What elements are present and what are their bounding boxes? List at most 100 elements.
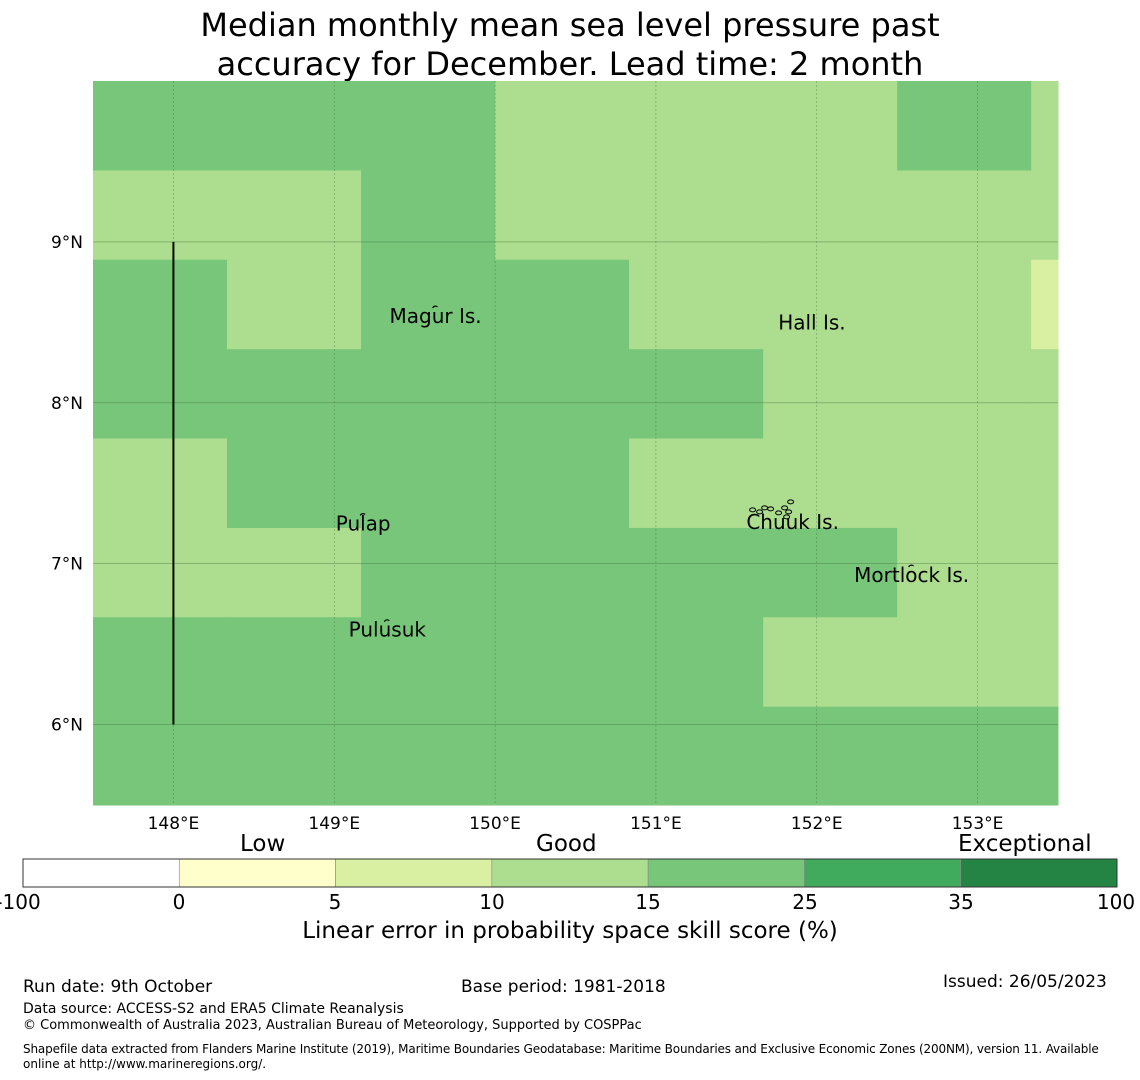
grid-cell [763,81,898,171]
grid-cell [629,259,764,350]
grid-cell [629,438,764,529]
colorbar-swatch [804,858,962,888]
grid-cell [361,438,496,529]
longitude-tick-label: 151°E [630,814,682,834]
grid-cell [1031,349,1059,439]
grid-cell [763,438,898,529]
grid-cell [361,706,496,806]
grid-cell [897,617,1032,708]
grid-cell [93,81,228,171]
grid-cell [897,349,1032,439]
place-label: Pulap [336,511,391,535]
colorbar-swatch [178,858,336,888]
colorbar-label-exceptional: Exceptional [958,831,1092,857]
colorbar-frame [22,858,1118,888]
grid-cell [495,617,630,708]
grid-cell [93,170,228,261]
grid-cell [93,706,228,806]
copyright: © Commonwealth of Australia 2023, Austra… [23,1018,642,1033]
grid-cell [361,349,496,439]
latitude-tick-label: 6°N [51,716,83,736]
colorbar-tick: 100 [1096,890,1136,914]
grid-cell [361,527,496,618]
grid-cell [226,170,362,261]
island-outline [908,564,914,568]
grid-cell [629,527,764,618]
title-line-2: accuracy for December. Lead time: 2 mont… [216,45,924,83]
colorbar [22,858,1118,888]
issued-date: Issued: 26/05/2023 [943,972,1107,992]
grid-cell [1031,81,1059,171]
grid-cell [495,527,630,618]
grid-cell [763,527,898,618]
colorbar-swatch [491,858,649,888]
grid-cell [93,438,228,529]
longitude-tick-label: 150°E [469,814,521,834]
grid-cell [1031,706,1059,806]
grid-cell [897,170,1032,261]
grid-cell [361,617,496,708]
island-outline [756,509,764,515]
grid-cell [226,527,362,618]
skill-score-map: Magur Is. Hall Is. Pulap Chuuk Is. Mortlock … [22,81,1118,888]
place-label: Mortlock Is. [854,563,969,587]
colorbar-tick: -100 [0,890,41,914]
grid-cell [1031,438,1059,529]
grid-cell [763,170,898,261]
latitude-tick-label: 8°N [51,394,83,414]
grid-cell [226,349,362,439]
colorbar-swatch [22,858,180,888]
island-icon [908,564,914,568]
grid-cell [629,81,764,171]
island-icon [359,513,366,516]
island-outline [775,510,783,516]
base-period: Base period: 1981-2018 [461,977,666,997]
grid-cell [226,617,362,708]
colorbar-tick: 10 [479,890,505,914]
latitude-tick-label: 7°N [51,555,83,575]
longitude-tick-label: 148°E [148,814,200,834]
grid-cell [93,617,228,708]
shapefile-credit-line-2: online at http://www.marineregions.org/. [23,1057,267,1071]
grid-cell [763,259,898,350]
graticule [93,81,1058,805]
longitude-tick-label: 152°E [791,814,843,834]
grid-cell [495,706,630,806]
axis-labels: 148°E 149°E 150°E 151°E 152°E 153°E 9°N 8°N 7°N 6… [51,233,1003,834]
grid-cell [897,438,1032,529]
grid-cell [1031,617,1059,708]
grid-cell [93,527,228,618]
island-outline [432,305,438,309]
grid-cell [763,706,898,806]
grid-cell [897,527,1032,618]
grid-cell [763,349,898,439]
island-outline [359,513,366,516]
longitude-tick-label: 153°E [952,814,1004,834]
grid-cell [1031,259,1059,350]
colorbar-swatch [335,858,493,888]
island-icon [432,305,438,309]
grid-cell [897,81,1032,171]
grid-cell [1031,527,1059,618]
grid-cell [361,170,496,261]
latitude-tick-label: 9°N [51,233,83,253]
grid-cell [226,259,362,350]
grid-cell [226,438,362,529]
island-outline [767,506,775,512]
colorbar-tick: 25 [792,890,818,914]
grid-cell [495,170,630,261]
grid-cell [495,81,630,171]
shapefile-credit-line-1: Shapefile data extracted from Flanders M… [23,1042,1099,1056]
grid-cell [897,259,1032,350]
grid-cell [629,617,764,708]
grid-cell [629,706,764,806]
place-label: Chuuk Is. [746,510,839,534]
colorbar-label-low: Low [240,831,286,857]
grid-cell [93,349,228,439]
colorbar-swatch [647,858,805,888]
colorbar-title: Linear error in probability space skill … [302,918,838,944]
data-source: Data source: ACCESS-S2 and ERA5 Climate … [23,1001,404,1017]
title-line-1: Median monthly mean sea level pressure p… [200,6,940,44]
colorbar-tick: 5 [328,890,342,914]
colorbar-swatch [960,858,1118,888]
